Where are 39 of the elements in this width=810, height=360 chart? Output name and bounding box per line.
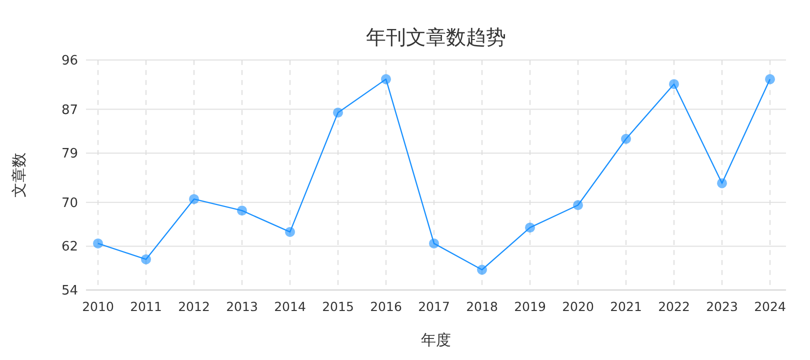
x-tick-label: 2014: [274, 299, 306, 314]
point: [285, 226, 295, 237]
x-tick-label: 2012: [178, 299, 210, 314]
x-tick-label: 2017: [418, 299, 450, 314]
x-tick-label: 2023: [706, 299, 738, 314]
point: [429, 238, 439, 248]
point: [381, 74, 391, 84]
point: [669, 79, 679, 90]
y-tick-label: 70: [61, 196, 78, 211]
point: [573, 200, 583, 210]
point: [525, 222, 535, 233]
y-tick-label: 79: [61, 146, 78, 162]
y-tick-label: 62: [61, 240, 78, 255]
x-tick-label: 2024: [754, 299, 786, 314]
y-tick-label: 96: [61, 54, 78, 68]
point: [93, 238, 103, 248]
x-axis-title: 年度: [421, 331, 451, 349]
chart-title: 年刊文章数趋势: [366, 25, 506, 49]
x-tick-label: 2016: [370, 299, 402, 314]
x-tick-label: 2013: [226, 299, 258, 314]
x-tick-label: 2018: [466, 299, 498, 314]
x-tick-label: 2011: [130, 299, 162, 314]
x-tick-label: 2015: [322, 299, 354, 314]
x-tick-label: 2019: [514, 299, 546, 314]
point: [237, 206, 247, 216]
y-tick-label: 87: [61, 102, 78, 118]
point: [765, 74, 775, 84]
point: [189, 194, 199, 204]
x-tick-label: 2020: [562, 299, 594, 314]
y-tick-label: 54: [61, 284, 78, 298]
x-tick-label: 2010: [82, 299, 114, 314]
x-tick-label: 2022: [658, 299, 690, 314]
y-axis-title: 文章数: [10, 152, 28, 198]
point: [333, 108, 343, 118]
point: [477, 264, 487, 275]
point: [717, 178, 727, 188]
x-tick-label: 2021: [610, 299, 642, 314]
point: [621, 134, 631, 144]
point: [141, 254, 151, 264]
